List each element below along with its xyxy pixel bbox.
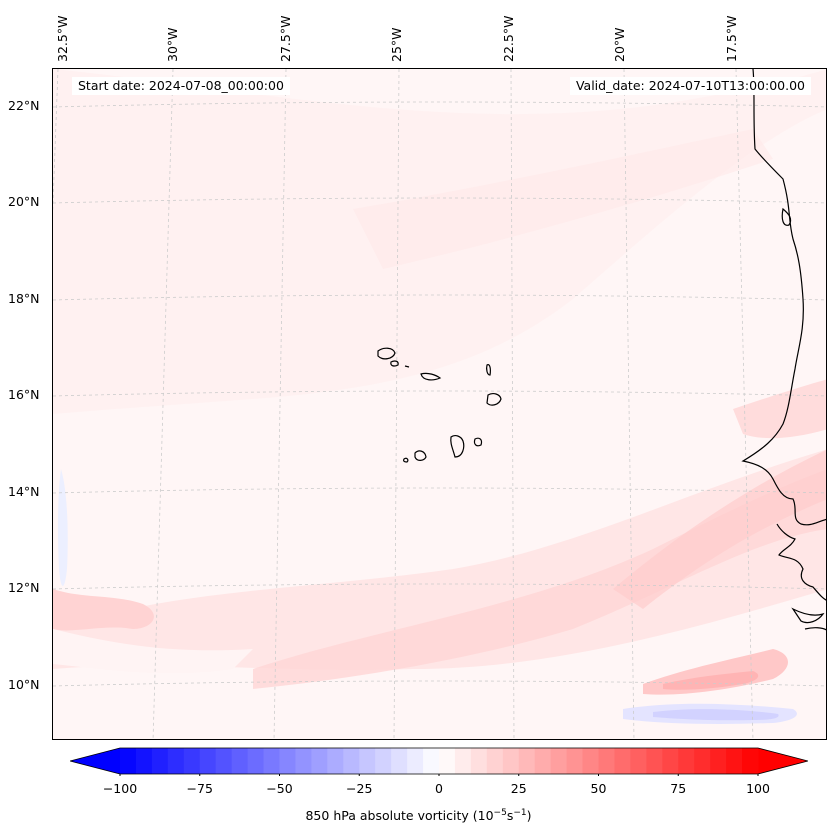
colorbar-bin bbox=[726, 748, 743, 774]
colorbar-bin bbox=[167, 748, 185, 774]
lon-label-30w: 30°W bbox=[165, 27, 180, 62]
colorbar-tick-label: 75 bbox=[670, 781, 687, 796]
colorbar-bin bbox=[120, 748, 137, 774]
colorbar-bin bbox=[662, 748, 679, 774]
colorbar-bin bbox=[423, 748, 440, 774]
colorbar-bin bbox=[279, 748, 296, 774]
coastline bbox=[377, 69, 826, 631]
lon-label-25w: 25°W bbox=[389, 27, 404, 62]
colorbar-bin bbox=[582, 748, 599, 774]
colorbar-bin bbox=[295, 748, 312, 774]
colorbar-bin bbox=[199, 748, 217, 774]
colorbar-bin bbox=[550, 748, 568, 774]
colorbar-extend-max bbox=[758, 748, 808, 774]
colorbar-bin bbox=[518, 748, 536, 774]
colorbar-bin bbox=[327, 748, 344, 774]
lat-label-22n: 22°N bbox=[8, 98, 40, 113]
colorbar-tick-label: −25 bbox=[346, 781, 373, 796]
lat-label-20n: 20°N bbox=[8, 194, 40, 209]
colorbar-bin bbox=[678, 748, 695, 774]
start-date-label: Start date: 2024-07-08_00:00:00 bbox=[72, 77, 290, 95]
colorbar-bin bbox=[135, 748, 153, 774]
colorbar-title: 850 hPa absolute vorticity (10−5s−1) bbox=[305, 808, 532, 824]
colorbar bbox=[68, 746, 810, 776]
colorbar-tick-label: 50 bbox=[590, 781, 607, 796]
colorbar-bin bbox=[231, 748, 249, 774]
colorbar-bin bbox=[694, 748, 711, 774]
colorbar-tick-label: 100 bbox=[746, 781, 770, 796]
colorbar-tick-label: −75 bbox=[186, 781, 213, 796]
colorbar-bin bbox=[359, 748, 376, 774]
colorbar-extend-min bbox=[70, 748, 120, 774]
lat-label-14n: 14°N bbox=[8, 484, 40, 499]
map-panel[interactable] bbox=[52, 68, 827, 740]
colorbar-bin bbox=[247, 748, 265, 774]
lon-label-27-5w: 27.5°W bbox=[278, 15, 293, 62]
colorbar-tick-label: −50 bbox=[266, 781, 293, 796]
colorbar-bin bbox=[534, 748, 552, 774]
valid-date-label: Valid_date: 2024-07-10T13:00:00.00 bbox=[569, 77, 811, 95]
colorbar-bin bbox=[614, 748, 631, 774]
lon-label-22-5w: 22.5°W bbox=[501, 15, 516, 62]
colorbar-tick-label: −100 bbox=[102, 781, 138, 796]
colorbar-tick-label: 0 bbox=[435, 781, 443, 796]
lat-label-12n: 12°N bbox=[8, 580, 40, 595]
colorbar-graphic bbox=[68, 747, 810, 776]
lat-label-10n: 10°N bbox=[8, 677, 40, 692]
colorbar-bin bbox=[391, 748, 408, 774]
colorbar-bin bbox=[742, 748, 759, 774]
colorbar-bin bbox=[486, 748, 504, 774]
colorbar-bin bbox=[598, 748, 615, 774]
colorbar-bin bbox=[407, 748, 424, 774]
colorbar-bin bbox=[151, 748, 169, 774]
colorbar-bin bbox=[439, 748, 456, 774]
lon-label-17-5w: 17.5°W bbox=[724, 15, 739, 62]
colorbar-bin bbox=[454, 748, 472, 774]
vorticity-field bbox=[53, 69, 826, 724]
colorbar-bin bbox=[502, 748, 520, 774]
lon-label-32-5w: 32.5°W bbox=[55, 15, 70, 62]
colorbar-bin bbox=[263, 748, 280, 774]
colorbar-bin bbox=[710, 748, 727, 774]
colorbar-bin bbox=[183, 748, 201, 774]
lat-label-18n: 18°N bbox=[8, 291, 40, 306]
colorbar-bin bbox=[311, 748, 328, 774]
colorbar-bin bbox=[470, 748, 488, 774]
lon-label-20w: 20°W bbox=[612, 27, 627, 62]
colorbar-bin bbox=[375, 748, 392, 774]
colorbar-bin bbox=[566, 748, 584, 774]
colorbar-bin bbox=[646, 748, 663, 774]
vorticity-map bbox=[53, 69, 826, 739]
colorbar-bin bbox=[630, 748, 647, 774]
colorbar-bin bbox=[343, 748, 360, 774]
lat-label-16n: 16°N bbox=[8, 387, 40, 402]
colorbar-tick-label: 25 bbox=[510, 781, 527, 796]
graticule bbox=[53, 69, 826, 739]
colorbar-bin bbox=[215, 748, 233, 774]
